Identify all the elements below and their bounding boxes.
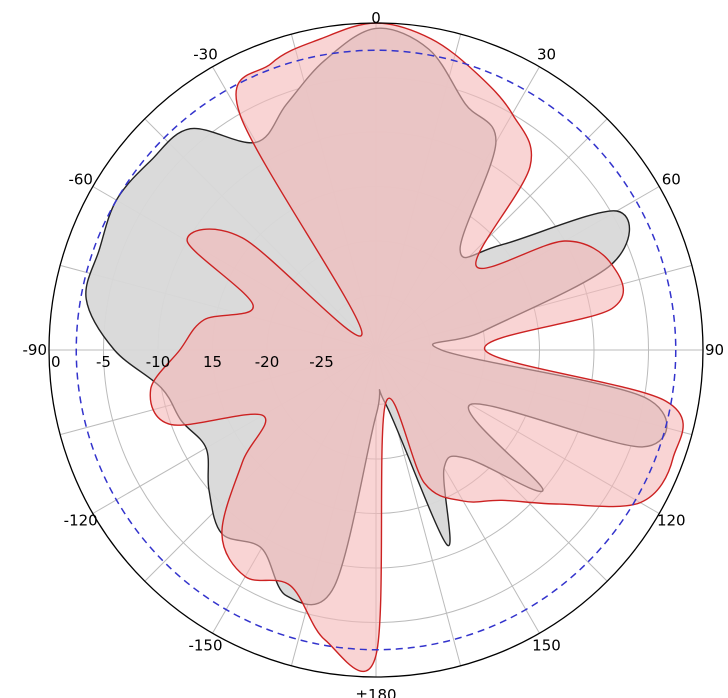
outer-circle <box>48 22 704 678</box>
radial-tick-label: 15 <box>203 353 222 371</box>
angle-tick-label: 90 <box>705 341 724 359</box>
angle-tick-label: 60 <box>662 171 681 189</box>
angle-tick-label: 150 <box>532 636 561 654</box>
radial-tick-label: 0 <box>51 353 61 371</box>
angle-tick-label: -120 <box>64 512 98 530</box>
angle-tick-label: -150 <box>188 636 222 654</box>
reference-circle <box>75 49 677 651</box>
angle-tick-label: -60 <box>68 171 93 189</box>
series-2-pattern <box>149 22 684 673</box>
angle-tick-label: 30 <box>537 46 556 64</box>
angle-tick-label: 120 <box>657 512 686 530</box>
polar-plot-area <box>48 22 704 678</box>
radial-tick-label: -20 <box>255 353 280 371</box>
angle-tick-label: -30 <box>193 46 218 64</box>
radial-tick-label: -25 <box>309 353 334 371</box>
angle-tick-label: 0 <box>371 9 381 27</box>
angle-tick-label: -90 <box>23 341 48 359</box>
polar-labels: 0 30 60 90 120 150 ±180 -150 -120 -90 -60 -30 0 -5 -10… <box>23 9 725 698</box>
angle-tick-label: ±180 <box>355 686 396 698</box>
radial-tick-label: -5 <box>96 353 111 371</box>
radial-tick-label: -10 <box>146 353 171 371</box>
